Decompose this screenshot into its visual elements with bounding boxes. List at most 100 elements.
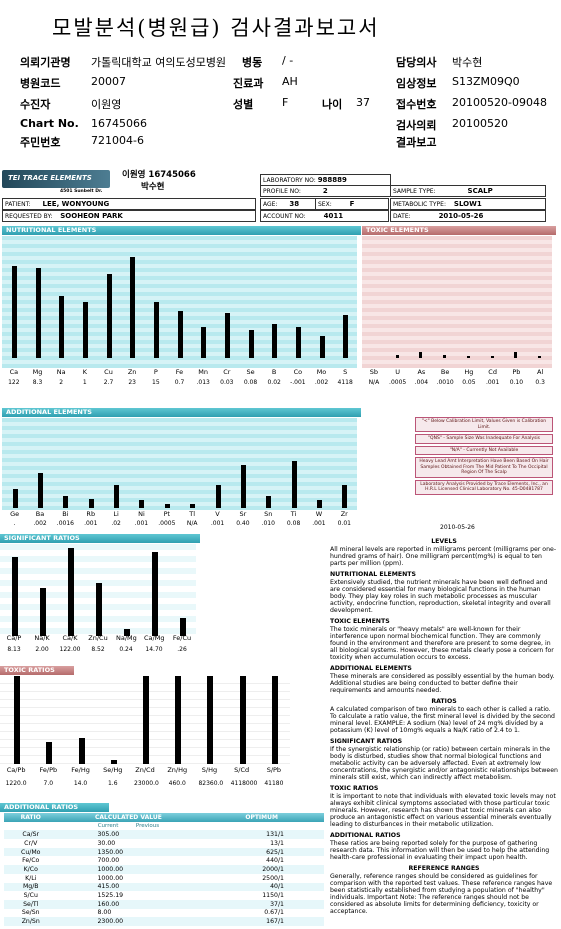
patient-value: LEE, WONYOUNG <box>42 200 110 208</box>
age-box: AGE: 38 <box>260 198 316 210</box>
ratio-cell: Zn/Sn <box>21 918 40 926</box>
toxic_ratios-bar-fehg <box>78 737 85 764</box>
significant_ratios-label: Na/Mg <box>116 634 137 642</box>
toxic-panel <box>362 236 552 368</box>
logo-text: TEI TRACE ELEMENTS <box>8 174 92 182</box>
hdr-value: 37 <box>356 96 370 109</box>
metabolic-box: METABOLIC TYPE: SLOW1 <box>390 198 546 210</box>
additional-value: .0016 <box>56 520 74 527</box>
additional-bar-tl <box>190 504 196 508</box>
explanation-heading: TOXIC RATIOS <box>330 785 379 792</box>
ratio-cell: Fe/Co <box>22 857 40 865</box>
explanation-heading: ADDITIONAL RATIOS <box>330 832 401 839</box>
explanation-heading: LEVELS <box>431 538 457 545</box>
additional-label: Bi <box>62 510 69 518</box>
toxic_ratios-label: Se/Hg <box>103 766 123 774</box>
ratio-cell: Se/Sn <box>21 909 40 917</box>
toxic-bar-pb <box>514 352 518 358</box>
sig-ratios-header: SIGNIFICANT RATIOS <box>0 534 200 543</box>
toxic-value: 0.10 <box>509 379 524 386</box>
toxic_ratios-value: 1.6 <box>107 780 118 787</box>
current-label: Current <box>97 823 119 830</box>
hdr-value: 박수현 <box>452 56 483 69</box>
significant_ratios-label: Ca/Mg <box>144 634 165 642</box>
significant_ratios-value: 122.00 <box>59 646 81 653</box>
hdr-value: / - <box>282 54 294 67</box>
toxic-label: As <box>417 368 426 376</box>
toxic_ratios-value: 82360.0 <box>198 780 224 787</box>
significant_ratios-label: Ca/P <box>6 634 22 642</box>
additional-bar-ba <box>38 472 44 508</box>
additional-bar-sr <box>240 465 246 508</box>
toxic_ratios-label: Zn/Hg <box>167 766 188 774</box>
additional-value: . <box>13 520 16 527</box>
patient-box: PATIENT: LEE, WONYOUNG <box>2 198 256 210</box>
patient-label: PATIENT: <box>5 201 31 208</box>
additional-label: Ni <box>138 510 145 518</box>
optimum-cell: 625/1 <box>266 848 284 856</box>
nutritional-value: 0.7 <box>174 379 185 386</box>
legend-item: "QNS" - Sample Size Was Inadequate For A… <box>415 434 553 444</box>
toxic_ratios-bar-zncd <box>143 676 149 764</box>
lab-logo: TEI TRACE ELEMENTS <box>2 170 110 188</box>
significant_ratios-label: Zn/Cu <box>88 634 108 642</box>
sample-type-value: SCALP <box>467 187 493 195</box>
nutritional-bar-se <box>248 330 254 358</box>
significant_ratios-label: Fe/Cu <box>172 634 192 642</box>
toxic_ratios-label: S/Hg <box>201 766 218 774</box>
ratio-cell: Ca/Sr <box>22 831 40 839</box>
toxic_ratios-value: 1220.0 <box>5 780 27 787</box>
toxic-value: .004 <box>414 379 429 386</box>
optimum-cell: 167/1 <box>266 918 284 926</box>
optimum-cell: 0.67/1 <box>264 909 284 917</box>
table-row: K/Li 1000.00 2500/1 <box>4 874 324 883</box>
toxic-value: .001 <box>485 379 500 386</box>
report-date: 2010-05-26 <box>440 524 475 531</box>
sample-type-label: SAMPLE TYPE: <box>393 188 436 195</box>
nutritional-label: P <box>153 368 158 376</box>
additional-value: .001 <box>312 520 326 527</box>
additional-label: Ti <box>290 510 297 518</box>
toxic_ratios-label: Ca/Pb <box>6 766 26 774</box>
nutritional-label: Mn <box>198 368 209 376</box>
value-cell: 2300.00 <box>97 918 124 926</box>
previous-label: Previous <box>135 823 160 830</box>
toxic_ratios-value: 23000.0 <box>134 780 159 787</box>
nutritional-bar-cu <box>106 274 112 358</box>
additional-label: W <box>315 510 323 518</box>
toxic_ratios-bar-znhg <box>175 676 182 764</box>
nutritional-bar-p <box>153 302 159 358</box>
significant_ratios-label: Na/K <box>34 634 50 642</box>
value-cell: 1000.00 <box>97 865 124 873</box>
table-row: Cr/V 30.00 13/1 <box>4 839 324 848</box>
hdr-value: S13ZM09Q0 <box>452 75 520 88</box>
legend-item: Laboratory Analysis Provided by Trace El… <box>415 479 553 495</box>
account-box: ACCOUNT NO: 4011 <box>260 210 389 222</box>
nutritional-bar-fe <box>177 310 183 358</box>
additional-bar-ni <box>139 500 145 508</box>
hdr-label: Chart No. <box>20 117 79 130</box>
nutritional-label: Mg <box>32 368 43 376</box>
hdr-label: 나이 <box>322 98 343 111</box>
toxic_ratios-label: S/Pb <box>266 766 282 774</box>
report-title: 모발분석(병원급) 검사결과보고서 <box>52 16 380 40</box>
additional-label: Zr <box>340 510 348 518</box>
toxic-bar-u <box>395 354 399 358</box>
legend-box: "<" Below Calibration Limit, Values Give… <box>415 417 553 495</box>
requested-value: SOOHEON PARK <box>60 212 123 220</box>
additional-label: Sr <box>239 510 247 518</box>
toxic-label: Al <box>536 368 544 376</box>
significant_ratios-bar-fecu <box>180 618 186 636</box>
additional-bar-li <box>114 484 120 508</box>
toxic-label: Be <box>440 368 450 376</box>
nutritional-value: 0.03 <box>220 379 234 386</box>
optimum-cell: 2500/1 <box>262 874 284 882</box>
age-label: AGE: <box>263 201 278 208</box>
additional-bar-ti <box>291 461 297 508</box>
significant_ratios-value: 8.52 <box>91 646 105 653</box>
nutritional-value: 15 <box>152 379 160 386</box>
ratio-cell: K/Co <box>23 865 38 873</box>
significant_ratios-value: 8.13 <box>7 646 21 653</box>
nutritional-label: B <box>271 368 277 376</box>
add-ratios-header: ADDITIONAL RATIOS <box>0 803 109 812</box>
